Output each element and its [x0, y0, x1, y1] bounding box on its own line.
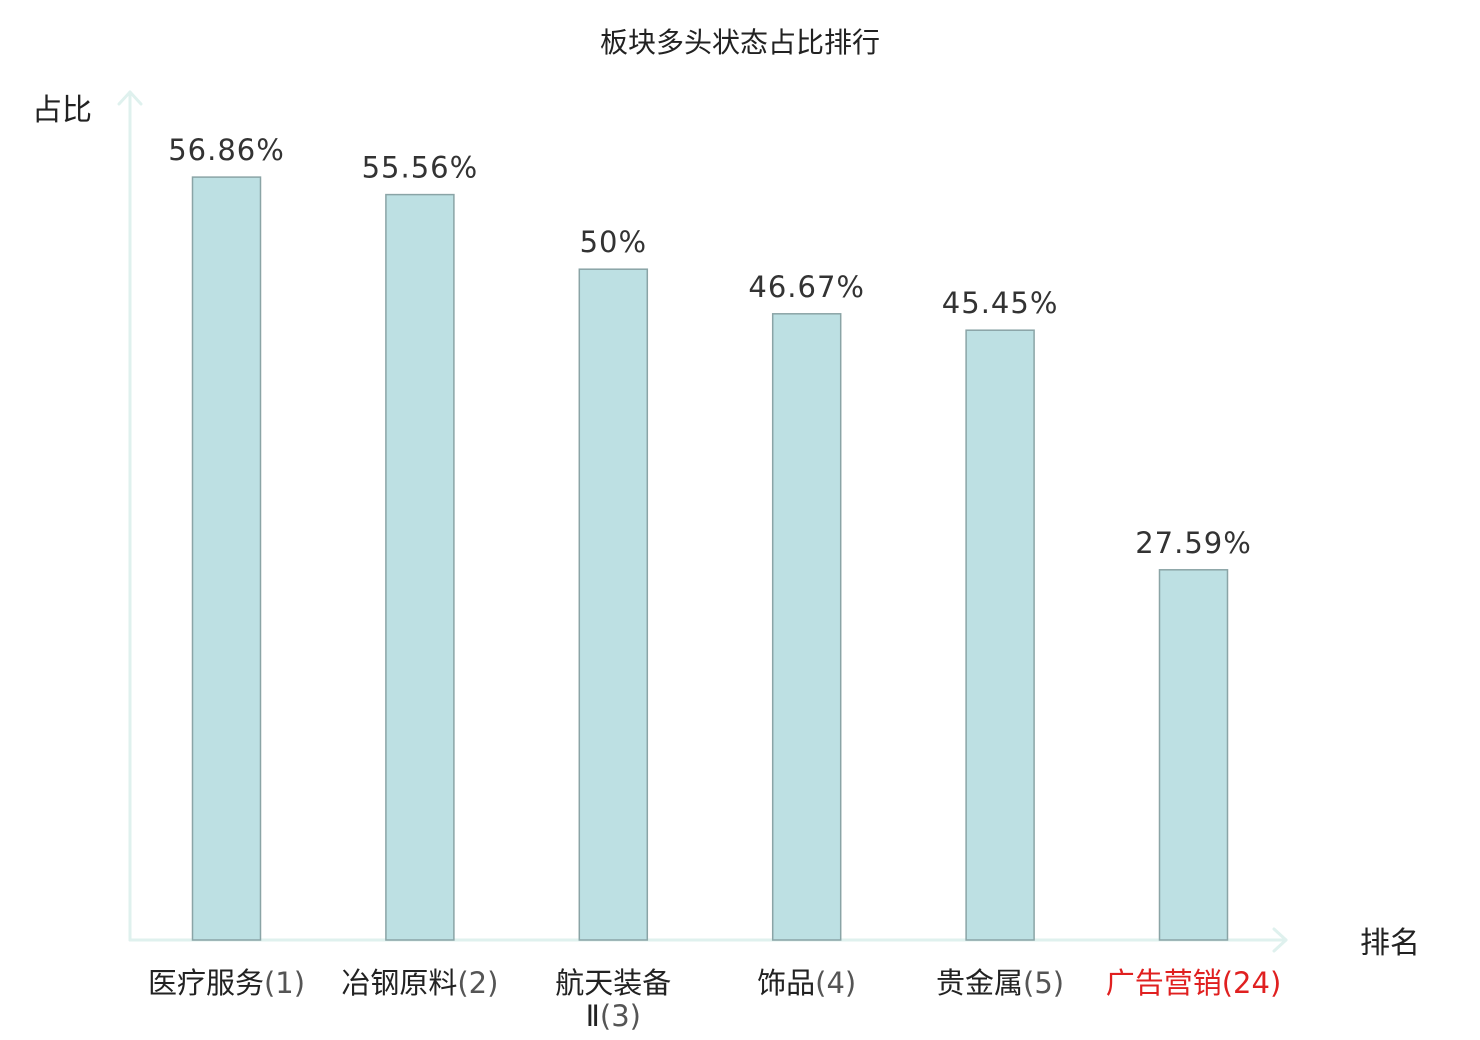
bar-2 — [385, 193, 455, 941]
value-label-3: 50% — [580, 225, 647, 259]
bars-group — [191, 176, 1229, 941]
category-label-6: 广告营销(24) — [1106, 966, 1282, 1000]
chart-title: 板块多头状态占比排行 — [600, 26, 880, 59]
axes — [117, 90, 1288, 953]
bar-6 — [1158, 569, 1229, 941]
bar-3 — [578, 268, 649, 941]
bar-4 — [771, 313, 842, 941]
x-axis-label: 排名 — [1360, 926, 1420, 961]
category-label-5: 贵金属(5) — [936, 966, 1064, 1000]
value-label-5: 45.45% — [942, 286, 1059, 320]
category-label-3-line-1: 航天装备 — [555, 966, 671, 1000]
bar-5 — [965, 329, 1035, 941]
y-axis-label: 占比 — [32, 93, 92, 128]
value-label-2: 55.56% — [362, 151, 479, 185]
category-label-1: 医疗服务(1) — [148, 966, 305, 1000]
value-label-1: 56.86% — [168, 133, 285, 167]
value-labels-group: 56.86% 55.56% 50% 46.67% 45.45% 27.59% — [168, 133, 1252, 560]
bar-1 — [191, 176, 262, 941]
y-axis-arrow-icon — [117, 90, 143, 106]
category-label-4: 饰品(4) — [757, 966, 856, 1000]
value-label-4: 46.67% — [748, 270, 865, 304]
category-label-3-line-2: Ⅱ(3) — [586, 999, 641, 1033]
category-label-2: 冶钢原料(2) — [341, 966, 498, 1000]
value-label-6: 27.59% — [1135, 526, 1252, 560]
x-axis-arrow-icon — [1272, 927, 1288, 953]
